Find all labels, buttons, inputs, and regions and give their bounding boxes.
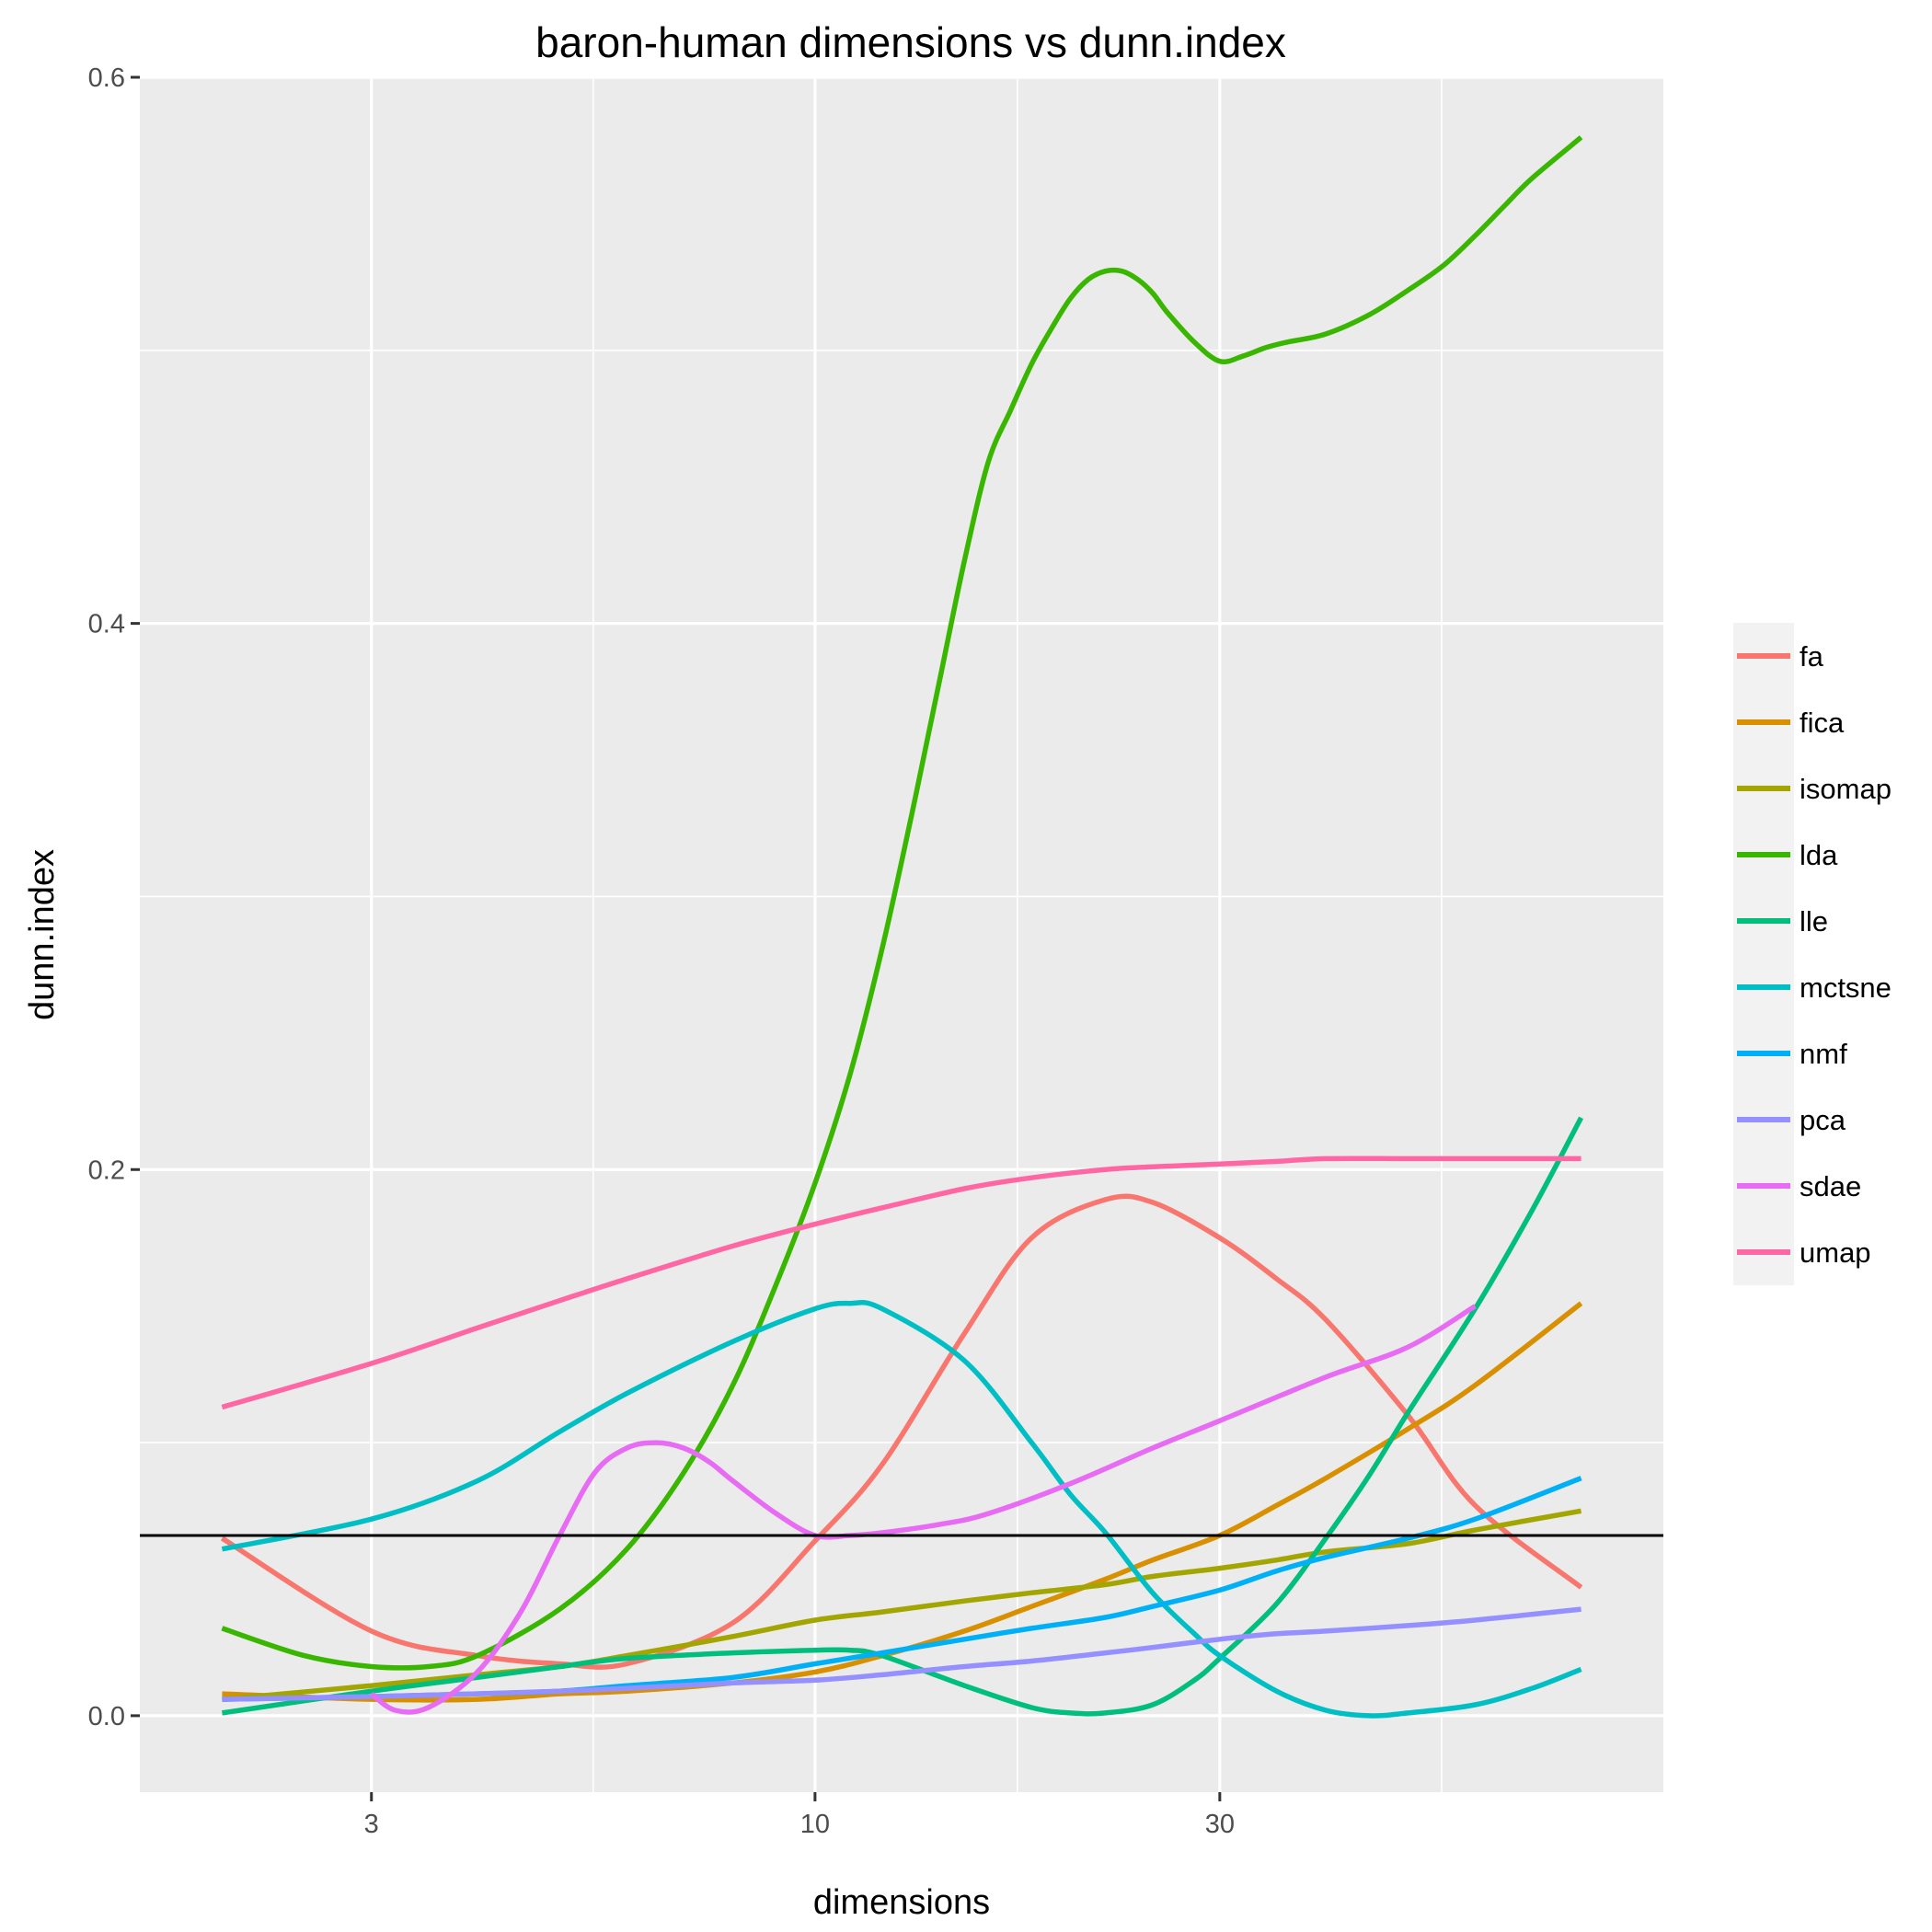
legend-label-lle: lle [1800,905,1828,937]
x-axis-title: dimensions [813,1883,990,1922]
y-tick-label: 0.0 [88,1702,125,1731]
series-line-lda [221,135,1583,1671]
series-line-lle [222,1116,1584,1717]
legend-label-fica: fica [1800,707,1845,739]
legend-label-mctsne: mctsne [1800,972,1892,1004]
chart-title: baron-human dimensions vs dunn.index [535,18,1286,66]
legend-label-fa: fa [1800,640,1824,673]
series-line-mctsne [221,1300,1582,1719]
x-tick-label: 30 [1205,1810,1235,1839]
legend-label-pca: pca [1800,1104,1846,1136]
series-line-umap [221,1156,1581,1410]
legend-label-isomap: isomap [1800,773,1892,805]
axes: 0.0 0.2 0.4 0.6 3 10 30 [88,63,1235,1839]
legend-label-nmf: nmf [1800,1038,1847,1070]
y-tick-label: 0.2 [88,1156,125,1185]
legend-label-umap: umap [1800,1236,1871,1269]
x-tick-label: 3 [364,1810,379,1839]
y-tick-label: 0.4 [88,610,125,639]
y-axis-title: dunn.index [23,849,62,1020]
series-line-pca [222,1606,1581,1702]
series-line-sdae [370,1304,1477,1715]
series-line-fica [222,1301,1583,1703]
x-tick-label: 10 [800,1810,830,1839]
plot-panel [140,77,1663,1792]
series-layer [220,135,1584,1719]
legend: fa fica isomap lda lle mctsne nmf pca sdae umap [1733,623,1892,1285]
legend-label-sdae: sdae [1800,1170,1861,1202]
y-tick-label: 0.6 [88,63,125,93]
series-line-fa [220,1193,1583,1670]
legend-label-lda: lda [1800,839,1838,871]
grid-lines [140,75,1663,1792]
